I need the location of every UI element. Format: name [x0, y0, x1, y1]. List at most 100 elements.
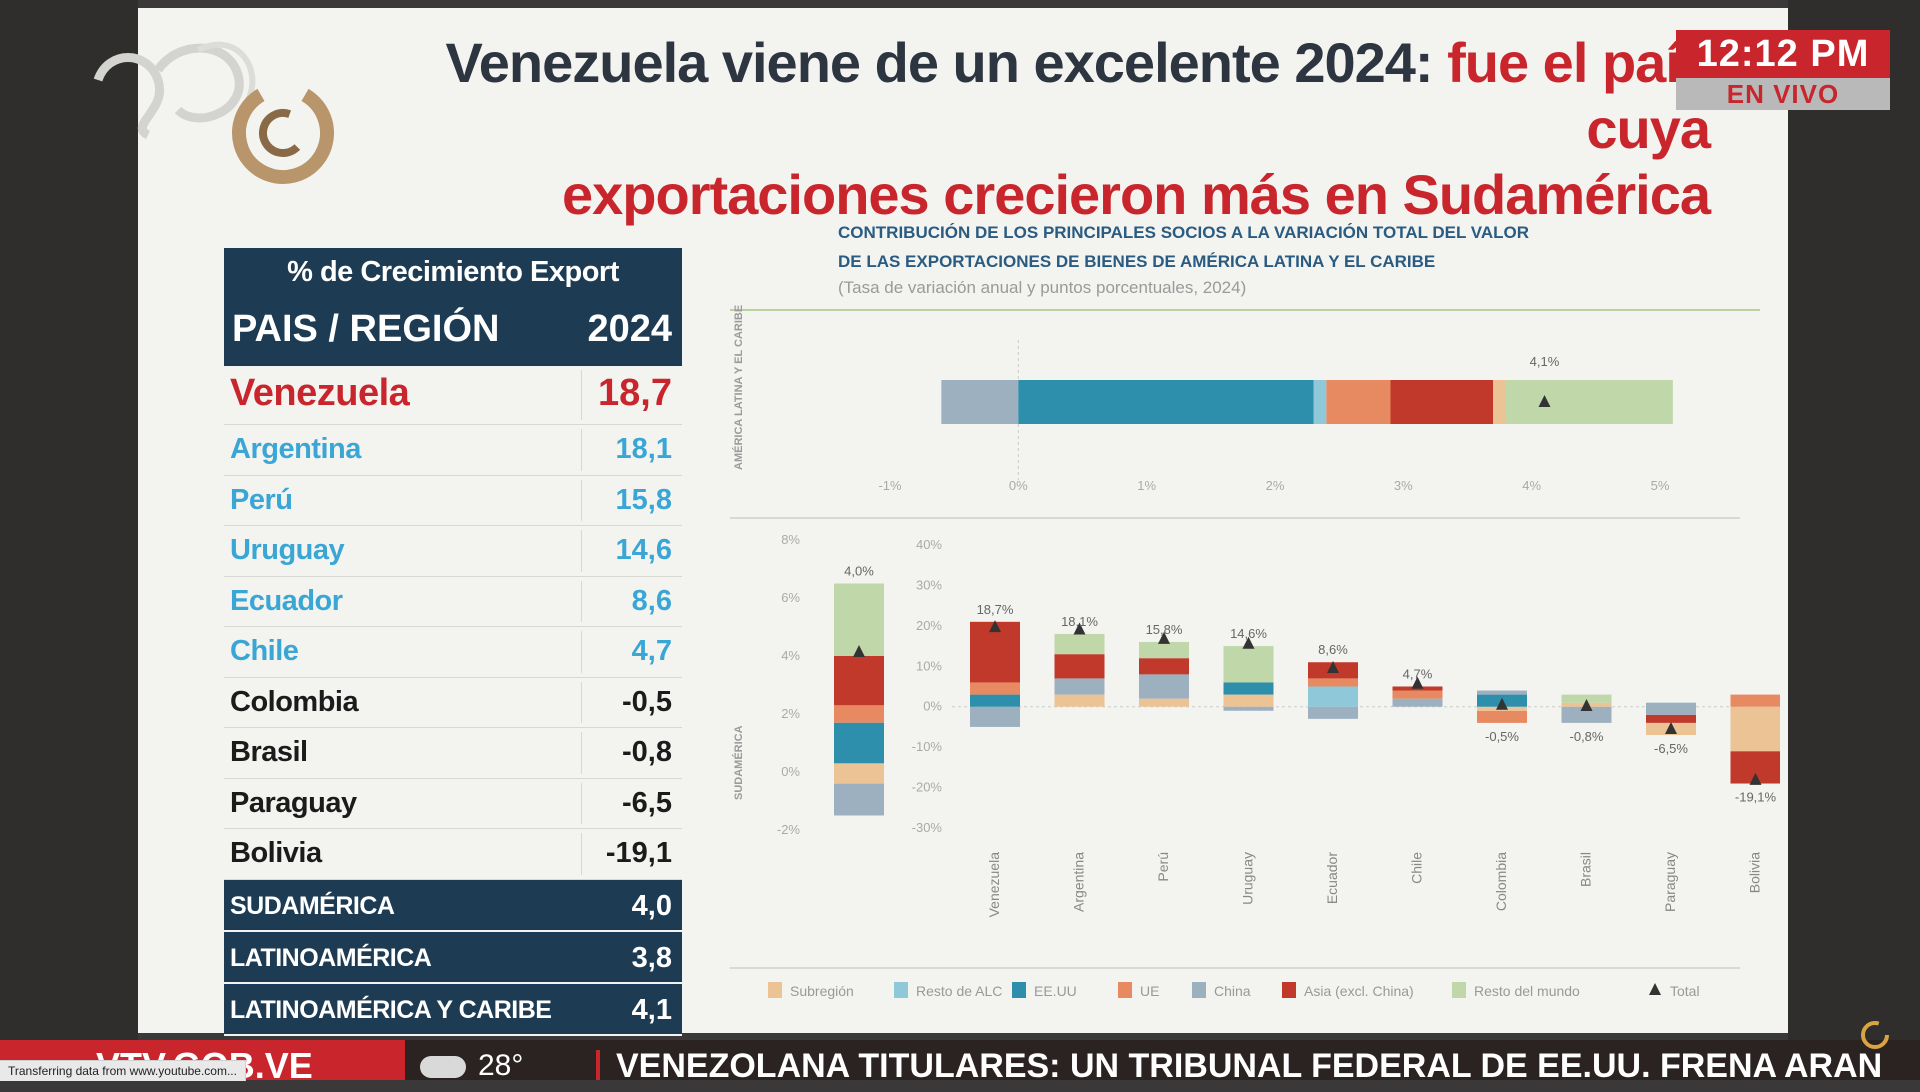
chart-title-line-2: DE LAS EXPORTACIONES DE BIENES DE AMÉRIC… [838, 252, 1436, 271]
table-summary-row: SUDAMÉRICA 4,0 [224, 879, 682, 932]
country-name: Perú [230, 483, 293, 516]
latam-total-label: 4,1% [1530, 354, 1560, 369]
country-bar-segment [1139, 658, 1189, 675]
x-tick-label: 1% [1137, 478, 1156, 493]
category-label: Venezuela [986, 852, 1002, 918]
y-tick-label: 6% [781, 590, 800, 605]
category-label: Ecuador [1324, 852, 1340, 904]
growth-value: -6,5 [622, 786, 672, 819]
country-bar-segment [1054, 694, 1105, 707]
country-name: Paraguay [230, 786, 357, 819]
category-label: Perú [1155, 852, 1171, 882]
table-row: Chile 4,7 [224, 627, 682, 678]
category-label: Chile [1409, 852, 1425, 884]
chart-title: CONTRIBUCIÓN DE LOS PRINCIPALES SOCIOS A… [838, 218, 1638, 276]
column-divider [581, 580, 582, 622]
country-bar-segment [1477, 710, 1527, 723]
country-name: Bolivia [230, 837, 322, 869]
country-bar-segment [1139, 698, 1189, 707]
latam-total-marker [1538, 395, 1551, 407]
country-bar-segment [1646, 702, 1696, 715]
y-tick-label: 10% [916, 658, 942, 673]
column-divider [581, 631, 582, 673]
column-divider [581, 479, 582, 521]
growth-value: -19,1 [605, 837, 672, 869]
legend-label: Resto del mundo [1474, 983, 1580, 999]
video-left-border [0, 0, 138, 1040]
ticker-headline: VENEZOLANA TITULARES: UN TRIBUNAL FEDERA… [596, 1040, 1920, 1080]
country-total-label: 15,8% [1146, 622, 1183, 637]
column-country-header: PAIS / REGIÓN [232, 308, 500, 350]
x-tick-label: 4% [1522, 478, 1541, 493]
government-logo-icon [232, 82, 334, 184]
latam-bar-segment [1018, 380, 1314, 424]
category-label: Uruguay [1240, 852, 1256, 905]
table-footer: SUDAMÉRICA 4,0 LATINOAMÉRICA 3,8 LATINOAMÉRI… [224, 879, 682, 1036]
legend-swatch [894, 982, 908, 998]
table-row: Ecuador 8,6 [224, 577, 682, 627]
category-label: Argentina [1071, 852, 1087, 912]
x-tick-label: 5% [1651, 478, 1670, 493]
country-bar-segment [1054, 678, 1105, 695]
country-total-marker [1411, 676, 1424, 689]
clock-time: 12:12 PM [1676, 30, 1890, 78]
x-tick-label: 3% [1394, 478, 1413, 493]
table-summary-row: LATINOAMÉRICA Y CARIBE 4,1 [224, 983, 682, 1036]
latam-bar-segment [941, 380, 1019, 424]
latam-bar-segment [1326, 380, 1391, 424]
export-growth-table: % de Crecimiento Export PAIS / REGIÓN 20… [224, 248, 682, 1036]
headline-line-2: exportaciones crecieron más en Sudaméric… [562, 163, 1711, 226]
legend-label: EE.UU [1034, 983, 1077, 999]
country-total-label: 18,7% [977, 602, 1014, 617]
table-row: Uruguay 14,6 [224, 526, 682, 577]
country-total-label: 18,1% [1061, 614, 1098, 629]
ticker-separator [596, 1050, 600, 1080]
country-bar-segment [970, 682, 1020, 695]
country-total-marker [1580, 698, 1593, 711]
column-year-header: 2024 [587, 308, 672, 350]
table-row: Bolivia -19,1 [224, 829, 682, 880]
y-tick-label: -10% [912, 739, 943, 754]
legend-label: Asia (excl. China) [1304, 983, 1414, 999]
country-total-label: -19,1% [1735, 790, 1777, 805]
region-name: LATINOAMÉRICA [230, 943, 432, 972]
video-right-border [1788, 0, 1920, 1040]
table-row: Brasil -0,8 [224, 728, 682, 779]
sa-total-label: 4,0% [844, 564, 874, 579]
country-bar-segment [1730, 706, 1780, 752]
region-value: 4,1 [631, 993, 672, 1026]
country-bar-segment [1139, 674, 1189, 699]
category-label: Paraguay [1662, 852, 1678, 912]
y-tick-label: -30% [912, 820, 943, 835]
headline-dark-part: Venezuela viene de un excelente 2024: [445, 31, 1433, 94]
country-total-marker [989, 620, 1001, 633]
y-tick-label: -20% [912, 780, 943, 795]
column-divider [581, 530, 582, 572]
table-body: Venezuela 18,7 Argentina 18,1 Perú 15,8 Urugua… [224, 366, 682, 880]
country-bar-segment [1308, 686, 1358, 707]
country-total-label: 4,7% [1403, 667, 1433, 682]
latam-bar-segment [1313, 380, 1327, 424]
sa-bar-segment [834, 705, 884, 723]
country-bar-segment [1392, 698, 1443, 707]
legend-total-marker [1649, 983, 1661, 995]
column-divider [581, 429, 582, 471]
ticker-headline-text: VENEZOLANA TITULARES: UN TRIBUNAL FEDERA… [616, 1047, 1883, 1080]
country-total-marker [1158, 631, 1170, 644]
country-bar-segment [1223, 706, 1274, 711]
country-total-marker [1073, 622, 1086, 635]
table-summary-row: LATINOAMÉRICA 3,8 [224, 931, 682, 984]
country-name: Brasil [230, 736, 308, 768]
table-row: Argentina 18,1 [224, 425, 682, 476]
region-name: SUDAMÉRICA [230, 891, 395, 920]
table-row: Paraguay -6,5 [224, 779, 682, 829]
y-tick-label: 40% [916, 537, 942, 552]
country-name: Argentina [230, 433, 361, 465]
sa-bar-segment [834, 763, 884, 784]
country-bar-segment [1646, 714, 1696, 723]
country-total-marker [1242, 636, 1255, 649]
table-row: Perú 15,8 [224, 476, 682, 526]
country-bar-segment [1477, 690, 1527, 695]
latam-bar-segment [1493, 380, 1506, 424]
sa-bar-segment [834, 722, 884, 764]
